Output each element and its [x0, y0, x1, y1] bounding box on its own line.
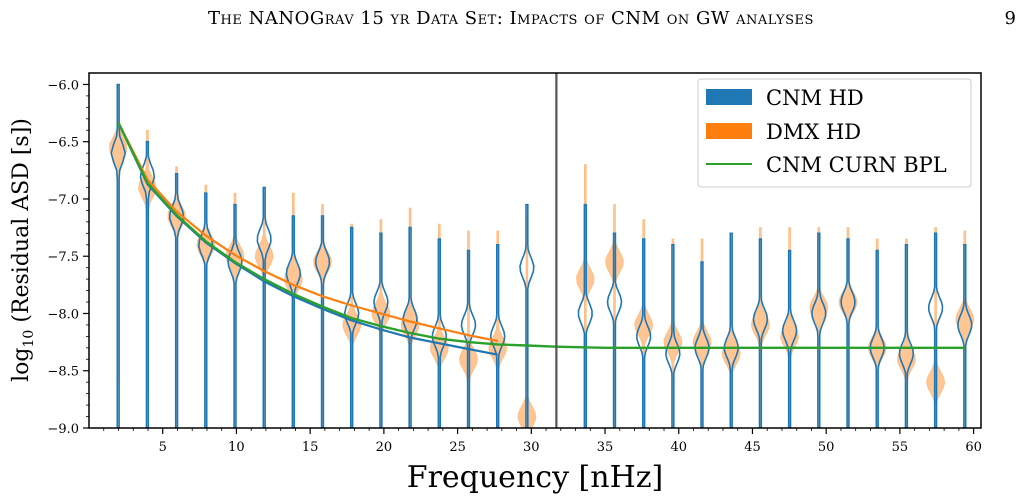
running-title: The NANOGrav 15 yr Data Set: Impacts of …	[208, 8, 814, 29]
cnm-hd-violin	[343, 226, 360, 428]
cnm-hd-violin	[110, 83, 127, 428]
legend-label-cnm-hd: CNM HD	[766, 86, 864, 110]
cnm-hd-violin	[314, 215, 331, 428]
cnm-hd-violin	[723, 232, 739, 428]
y-tick-label: −7.5	[47, 250, 79, 265]
x-tick-label: 55	[892, 440, 909, 455]
cnm-curn-bpl-line	[117, 121, 965, 349]
dmx-hd-violin	[605, 204, 624, 428]
dmx-hd-violin	[721, 238, 741, 428]
cnm-hd-violin	[781, 249, 798, 428]
y-tick-label: −6.5	[47, 136, 79, 151]
cnm-hd-violin	[139, 140, 156, 428]
x-tick-label: 10	[228, 440, 245, 455]
cnm-hd-violin	[402, 226, 418, 428]
page-number: 9	[1004, 8, 1016, 29]
dmx-hd-violin	[109, 84, 128, 383]
x-tick-label: 20	[376, 440, 393, 455]
dmx-hd-violin	[517, 215, 537, 428]
cnm-hd-violin	[898, 244, 915, 428]
y-tick-label: −6.0	[47, 78, 79, 93]
plot-frame	[88, 72, 982, 429]
x-tick-label: 45	[744, 440, 761, 455]
y-axis-label: log10 (Residual ASD [s])	[9, 118, 37, 382]
dmx-hd-violin	[196, 184, 216, 428]
legend-box	[697, 78, 972, 188]
x-tick-label: 60	[965, 440, 982, 455]
dmx-hd-violin	[284, 192, 303, 428]
violins-layer	[109, 83, 975, 428]
cnm-hd-violin	[840, 238, 856, 428]
cnm-hd-violin	[694, 261, 710, 428]
dmx-hd-violin	[663, 238, 683, 428]
legend-label-dmx-hd: DMX HD	[766, 120, 861, 144]
cnm-hd-violin	[168, 173, 185, 428]
x-tick-label: 35	[597, 440, 614, 455]
cnm-hd-violin	[256, 186, 272, 428]
cnm-hd-violin	[489, 244, 506, 428]
cnm-hd-violin	[665, 244, 681, 428]
cnm-hd-violin	[197, 192, 214, 428]
dmx-hd-violin	[254, 192, 274, 428]
series-lines-layer	[117, 121, 965, 356]
legend: CNM HD DMX HD CNM CURN BPL	[697, 78, 972, 188]
dmx-hd-violin	[867, 238, 887, 428]
page-header: The NANOGrav 15 yr Data Set: Impacts of …	[0, 4, 1022, 32]
cnm-hd-violin	[635, 238, 652, 428]
x-axis-ticks: 5 10 15 20 25 30 35 40 45 50 55 60	[103, 428, 982, 455]
legend-label-cnm-curn-bpl: CNM CURN BPL	[766, 153, 947, 177]
dmx-hd-violin	[342, 223, 362, 428]
x-tick-label: 25	[449, 440, 466, 455]
dmx-hd-violin	[313, 204, 332, 428]
cnm-hd-violin	[869, 249, 886, 428]
cnm-hd-violin	[606, 232, 623, 428]
x-tick-label: 30	[523, 440, 540, 455]
dmx-hd-violin	[692, 238, 712, 428]
legend-swatch-cnm-hd	[706, 89, 752, 105]
dmx-hd-violin	[809, 227, 829, 428]
cnm-hd-violin	[811, 232, 827, 428]
dmx-hd-violin	[838, 227, 858, 428]
y-tick-label: −8.5	[47, 365, 79, 380]
dmx-hd-violin	[926, 227, 946, 428]
dmx-hd-line	[117, 121, 498, 343]
legend-swatch-dmx-hd	[706, 123, 752, 139]
cnm-hd-violin	[577, 203, 593, 428]
x-tick-label: 5	[159, 440, 167, 455]
y-axis-ticks: −6.0 −6.5 −7.0 −7.5 −8.0 −8.5 −9.0	[47, 78, 89, 437]
x-tick-label: 50	[818, 440, 835, 455]
y-tick-label: −8.0	[47, 307, 79, 322]
cnm-hd-violin	[752, 238, 769, 428]
dmx-hd-violin	[897, 238, 916, 428]
y-tick-label: −7.0	[47, 193, 79, 208]
cnm-hd-violin	[927, 232, 944, 428]
dmx-hd-violin	[751, 227, 770, 428]
cnm-hd-violin	[227, 203, 243, 428]
dmx-hd-violin	[225, 192, 245, 428]
y-tick-label: −9.0	[47, 422, 79, 437]
x-tick-label: 15	[302, 440, 319, 455]
cnm-hd-violin	[460, 249, 477, 428]
cnm-hd-violin	[373, 232, 389, 428]
cnm-hd-violin	[519, 203, 535, 428]
cnm-hd-violin	[431, 238, 448, 428]
dmx-hd-violin	[634, 219, 654, 428]
x-tick-label: 40	[670, 440, 687, 455]
cnm-hd-violin	[957, 244, 973, 428]
x-axis-label: Frequency [nHz]	[407, 460, 664, 495]
